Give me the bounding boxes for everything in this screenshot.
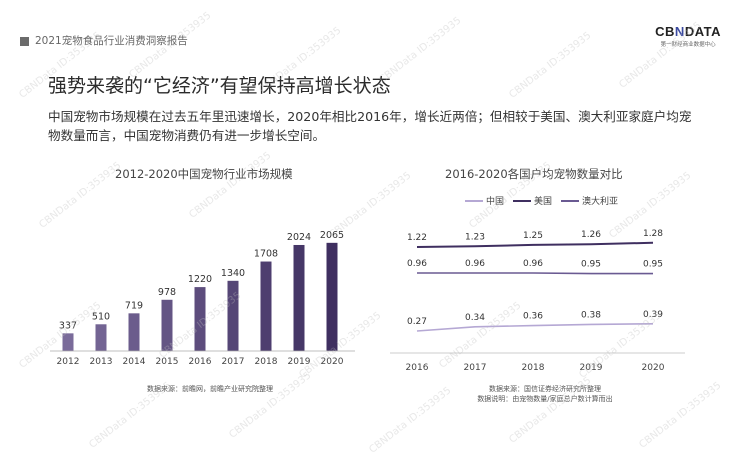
data-label: 0.95	[581, 260, 601, 270]
x-tick-label: 2015	[156, 357, 179, 367]
bar-chart: 337 2012 510 2013 719 2014 978 2015 1220 2016 1340…	[50, 230, 355, 367]
data-label: 0.27	[407, 317, 427, 327]
bar-value-label: 1340	[221, 268, 245, 279]
data-label: 1.26	[581, 230, 601, 240]
data-label: 1.25	[523, 231, 543, 241]
series-line	[416, 241, 654, 248]
bar-value-label: 2065	[320, 230, 344, 241]
bar-chart-title: 2012-2020中国宠物行业市场规模	[115, 167, 293, 181]
data-label: 0.34	[465, 313, 485, 323]
line-chart-title: 2016-2020各国户均宠物数量对比	[445, 167, 623, 181]
bar-value-label: 1220	[188, 274, 212, 285]
data-label: 1.22	[407, 233, 427, 243]
bar	[227, 280, 239, 351]
legend-label: 中国	[486, 195, 504, 207]
x-tick-label: 2018	[522, 363, 545, 373]
x-tick-label: 2020	[642, 363, 665, 373]
data-label: 0.96	[407, 259, 427, 269]
line-chart-source: 数据来源：国信证券经济研究所整理 数据说明：由宠物数量/家庭总户数计算而出	[455, 384, 635, 404]
cbndata-logo: CBNDATA 第一财经商业数据中心	[655, 24, 721, 48]
logo-wordmark: CBNDATA	[655, 24, 721, 39]
watermark-text: CBNData ID:353935	[367, 385, 454, 456]
bar	[62, 333, 74, 351]
bar-value-label: 337	[59, 320, 77, 331]
x-tick-label: 2019	[288, 357, 311, 367]
bar	[293, 244, 305, 351]
series-line	[416, 323, 654, 332]
bar-value-label: 510	[92, 311, 110, 322]
bar	[95, 324, 107, 351]
data-label: 0.95	[643, 260, 663, 270]
watermark-text: CBNData ID:353935	[507, 30, 594, 101]
x-tick-label: 2017	[464, 363, 487, 373]
series-line	[417, 272, 653, 275]
line-chart-note-text: 数据说明：由宠物数量/家庭总户数计算而出	[477, 395, 613, 403]
bar	[326, 242, 338, 351]
x-tick-label: 2018	[255, 357, 278, 367]
header-marker	[20, 37, 29, 46]
watermark-text: CBNData ID:353935	[637, 380, 724, 451]
line-chart-source-text: 数据来源：国信证券经济研究所整理	[489, 385, 601, 393]
legend-label: 澳大利亚	[582, 195, 618, 207]
x-tick-label: 2016	[189, 357, 212, 367]
logo-tagline: 第一财经商业数据中心	[660, 42, 716, 48]
data-label: 0.38	[581, 310, 601, 320]
data-label: 0.96	[523, 259, 543, 269]
bar-value-label: 719	[125, 300, 143, 311]
bar-value-label: 978	[158, 287, 176, 298]
watermark-text: CBNData ID:353935	[227, 370, 314, 441]
data-label: 1.28	[643, 229, 663, 239]
data-label: 0.96	[465, 259, 485, 269]
x-tick-label: 2016	[406, 363, 429, 373]
bar-value-label: 1708	[254, 249, 278, 260]
data-label: 0.39	[643, 310, 663, 320]
bar	[161, 299, 173, 351]
bar	[260, 261, 272, 351]
bar	[194, 287, 206, 351]
bar-chart-source: 数据来源：前瞻网，前瞻产业研究院整理	[147, 385, 273, 393]
line-chart: 中国 美国 澳大利亚 0.27 0.34 0.36 0.38 0.39 1.22 1.23 1.25…	[390, 195, 685, 373]
x-tick-label: 2019	[580, 363, 603, 373]
slide-title: 强势来袭的“它经济”有望保持高增长状态	[48, 75, 391, 97]
slide-paragraph: 中国宠物市场规模在过去五年里迅速增长，2020年相比2016年，增长近两倍；但相…	[48, 109, 692, 143]
legend-label: 美国	[534, 195, 552, 207]
data-label: 1.23	[465, 232, 485, 242]
x-tick-label: 2014	[123, 357, 146, 367]
bar-value-label: 2024	[287, 232, 311, 243]
report-title: 2021宠物食品行业消费洞察报告	[35, 35, 188, 47]
x-tick-label: 2012	[57, 357, 80, 367]
data-label: 0.36	[523, 312, 543, 322]
x-tick-label: 2017	[222, 357, 245, 367]
x-tick-label: 2020	[321, 357, 344, 367]
x-tick-label: 2013	[90, 357, 113, 367]
bar	[128, 313, 140, 351]
